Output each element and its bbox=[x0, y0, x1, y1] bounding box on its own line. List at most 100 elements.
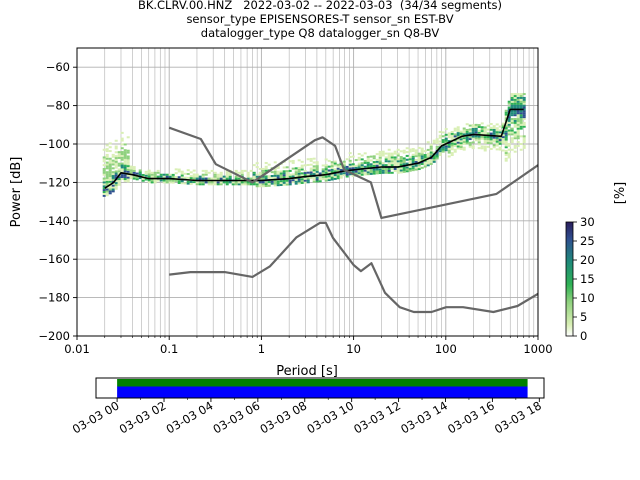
density-cell bbox=[294, 180, 298, 183]
density-cell bbox=[414, 164, 418, 167]
density-cell bbox=[180, 170, 184, 173]
psd-density-heatmap bbox=[102, 93, 526, 197]
density-cell bbox=[213, 177, 217, 180]
density-cell bbox=[333, 170, 337, 173]
density-cell bbox=[270, 182, 274, 185]
density-cell bbox=[108, 142, 112, 145]
density-cell bbox=[420, 153, 424, 156]
density-cell bbox=[483, 132, 487, 135]
density-cell bbox=[366, 161, 370, 164]
density-cell bbox=[414, 149, 418, 152]
density-cell bbox=[309, 159, 313, 162]
density-cell bbox=[399, 157, 403, 160]
density-cell bbox=[513, 114, 517, 117]
density-cell bbox=[426, 162, 430, 165]
density-cell bbox=[438, 150, 442, 153]
density-cell bbox=[519, 100, 523, 103]
density-cell bbox=[504, 157, 508, 160]
density-cell bbox=[495, 140, 499, 143]
density-cell bbox=[324, 158, 328, 161]
density-cell bbox=[417, 164, 421, 167]
density-cell bbox=[102, 171, 106, 174]
density-cell bbox=[468, 138, 472, 141]
density-cell bbox=[129, 169, 133, 172]
density-cell bbox=[315, 176, 319, 179]
density-cell bbox=[105, 161, 109, 164]
density-cell bbox=[453, 129, 457, 132]
density-cell bbox=[429, 147, 433, 150]
density-cell bbox=[132, 175, 136, 178]
density-cell bbox=[126, 170, 130, 173]
colorbar-tick-label: 25 bbox=[580, 234, 595, 248]
density-cell bbox=[285, 181, 289, 184]
density-cell bbox=[102, 177, 106, 180]
density-cell bbox=[264, 161, 268, 164]
density-cell bbox=[117, 178, 121, 181]
density-cell bbox=[246, 175, 250, 178]
density-cell bbox=[159, 175, 163, 178]
density-cell bbox=[126, 157, 130, 160]
density-cell bbox=[114, 151, 118, 154]
density-cell bbox=[123, 143, 127, 146]
density-cell bbox=[105, 165, 109, 168]
density-cell bbox=[330, 166, 334, 169]
density-cell bbox=[489, 132, 493, 135]
density-cell bbox=[435, 142, 439, 145]
density-cell bbox=[438, 130, 442, 133]
density-cell bbox=[411, 169, 415, 172]
density-cell bbox=[252, 175, 256, 178]
density-cell bbox=[342, 162, 346, 165]
density-cell bbox=[522, 135, 526, 138]
density-cell bbox=[192, 175, 196, 178]
density-cell bbox=[501, 137, 505, 140]
density-cell bbox=[438, 152, 442, 155]
density-cell bbox=[483, 128, 487, 131]
density-cell bbox=[405, 147, 409, 150]
density-cell bbox=[390, 158, 394, 161]
density-cell bbox=[405, 168, 409, 171]
density-cell bbox=[315, 178, 319, 181]
density-cell bbox=[453, 148, 457, 151]
density-cell bbox=[465, 140, 469, 143]
density-cell bbox=[495, 127, 499, 130]
density-cell bbox=[516, 127, 520, 130]
density-cell bbox=[126, 136, 130, 139]
density-cell bbox=[180, 174, 184, 177]
density-cell bbox=[453, 141, 457, 144]
density-cell bbox=[234, 177, 238, 180]
density-cell bbox=[261, 171, 265, 174]
density-cell bbox=[471, 141, 475, 144]
density-cell bbox=[327, 179, 331, 182]
density-cell bbox=[162, 175, 166, 178]
density-cell bbox=[459, 140, 463, 143]
density-cell bbox=[396, 169, 400, 172]
density-cell bbox=[105, 192, 109, 195]
density-cell bbox=[510, 127, 514, 130]
density-cell bbox=[399, 156, 403, 159]
density-cell bbox=[339, 168, 343, 171]
density-cell bbox=[465, 138, 469, 141]
density-cell bbox=[507, 148, 511, 151]
density-cell bbox=[105, 155, 109, 158]
density-cell bbox=[411, 157, 415, 160]
colorbar-tick-label: 20 bbox=[580, 253, 595, 267]
density-cell bbox=[147, 171, 151, 174]
density-cell bbox=[387, 148, 391, 151]
density-cell bbox=[468, 130, 472, 133]
density-cell bbox=[489, 136, 493, 139]
density-cell bbox=[306, 179, 310, 182]
density-cell bbox=[120, 174, 124, 177]
density-cell bbox=[507, 156, 511, 159]
density-cell bbox=[153, 181, 157, 184]
density-cell bbox=[123, 154, 127, 157]
density-cell bbox=[300, 174, 304, 177]
density-cell bbox=[495, 136, 499, 139]
density-cell bbox=[312, 176, 316, 179]
density-cell bbox=[114, 187, 118, 190]
density-cell bbox=[153, 171, 157, 174]
density-cell bbox=[396, 171, 400, 174]
density-cell bbox=[132, 171, 136, 174]
y-axis-label: Power [dB] bbox=[9, 157, 24, 228]
density-cell bbox=[513, 106, 517, 109]
density-cell bbox=[495, 129, 499, 132]
